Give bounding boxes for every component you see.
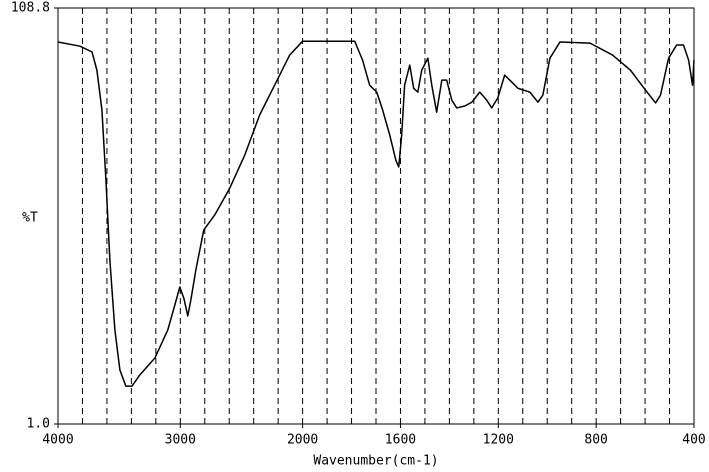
spectrum-line [57, 40, 695, 387]
y-axis-label: %T [22, 211, 38, 226]
x-tick-label: 800 [584, 433, 607, 448]
x-tick-label: 1200 [483, 433, 514, 448]
x-tick-label: 4000 [42, 433, 73, 448]
y-tick-label: 1.0 [27, 417, 50, 432]
y-tick-label: 108.8 [11, 1, 50, 16]
x-axis-label: Wavenumber(cm-1) [313, 454, 438, 469]
x-tick-label: 3000 [165, 433, 196, 448]
x-tick-label: 400 [682, 433, 705, 448]
x-tick-label: 2000 [287, 433, 318, 448]
x-tick-label: 1600 [385, 433, 416, 448]
